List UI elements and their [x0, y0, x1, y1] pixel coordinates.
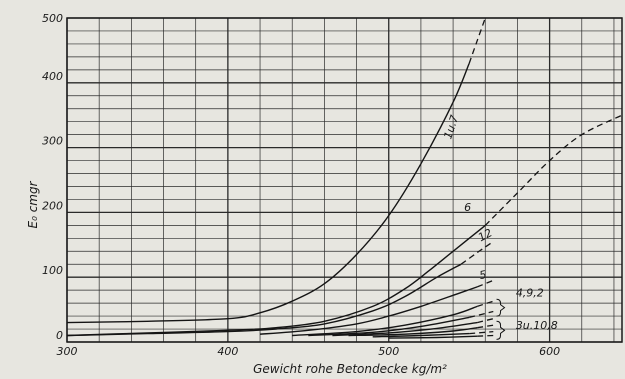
x-tick-label: 600	[539, 345, 560, 358]
series-dashed-5	[469, 310, 494, 319]
series-line-5	[308, 316, 470, 337]
series-dashed-9	[477, 334, 494, 337]
y-tick-label: 500	[42, 12, 63, 25]
plot-frame	[66, 17, 623, 343]
series-line-7	[348, 327, 478, 337]
series-dashed-7	[477, 324, 494, 329]
curve-label-1: 6	[464, 201, 471, 214]
grid	[66, 17, 623, 343]
y-tick-label: 200	[42, 199, 63, 212]
series-line-2	[66, 263, 462, 337]
curve-label-9: 3u.10,8	[516, 319, 558, 332]
series-line-0	[66, 63, 470, 324]
series-line-6	[332, 321, 478, 337]
series-line-1	[66, 224, 486, 337]
y-tick-label: 400	[42, 70, 63, 83]
y-axis-label: E₀ cmgr	[26, 180, 40, 228]
curve-label-2: 12	[476, 226, 494, 244]
curve-label-4: 4,9,2	[516, 287, 544, 300]
series-dashed-2	[460, 241, 494, 265]
x-tick-label: 300	[57, 345, 78, 358]
series-dashed-1	[484, 114, 623, 226]
curve-label-3: 5	[478, 268, 488, 282]
y-tick-label: 0	[56, 329, 63, 342]
series-dashed-4	[476, 300, 494, 308]
series-dashed-3	[476, 279, 494, 288]
x-axis-label: Gewicht rohe Betondecke kg/m²	[253, 362, 447, 376]
series-dashed-6	[477, 318, 494, 324]
tick-layer: 300 400 500 600 0 100 200 300 400 500	[42, 12, 560, 358]
brace-0	[496, 298, 506, 317]
series-dashed-0	[468, 17, 486, 64]
series-line-4	[292, 305, 478, 337]
brace-1	[496, 320, 506, 340]
series-dashed-8	[469, 330, 494, 335]
y-tick-label: 300	[42, 135, 63, 148]
brace-layer	[496, 298, 506, 340]
series-line-8	[372, 332, 470, 338]
series-line-9	[388, 335, 478, 339]
x-tick-label: 500	[378, 345, 399, 358]
y-tick-label: 100	[42, 264, 63, 277]
series-line-3	[259, 286, 478, 335]
series-layer	[66, 17, 623, 339]
x-tick-label: 400	[217, 345, 238, 358]
